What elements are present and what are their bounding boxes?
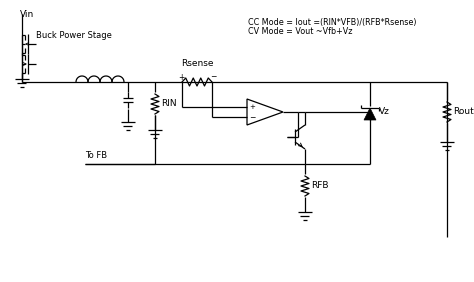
Polygon shape (364, 108, 376, 120)
Text: Rout: Rout (453, 107, 474, 116)
Text: RFB: RFB (311, 182, 328, 191)
Text: Buck Power Stage: Buck Power Stage (36, 30, 112, 39)
Text: Vz: Vz (379, 107, 390, 116)
Text: Rsense: Rsense (181, 59, 213, 68)
Text: Vin: Vin (20, 10, 34, 19)
Text: CV Mode = Vout ~Vfb+Vz: CV Mode = Vout ~Vfb+Vz (248, 28, 353, 36)
Text: +: + (249, 103, 255, 109)
Text: RIN: RIN (161, 100, 177, 109)
Text: To FB: To FB (85, 151, 107, 160)
Text: −: − (210, 72, 216, 81)
Text: CC Mode = Iout =(RIN*VFB)/(RFB*Rsense): CC Mode = Iout =(RIN*VFB)/(RFB*Rsense) (248, 17, 417, 27)
Text: −: − (249, 113, 255, 122)
Text: +: + (178, 72, 184, 81)
